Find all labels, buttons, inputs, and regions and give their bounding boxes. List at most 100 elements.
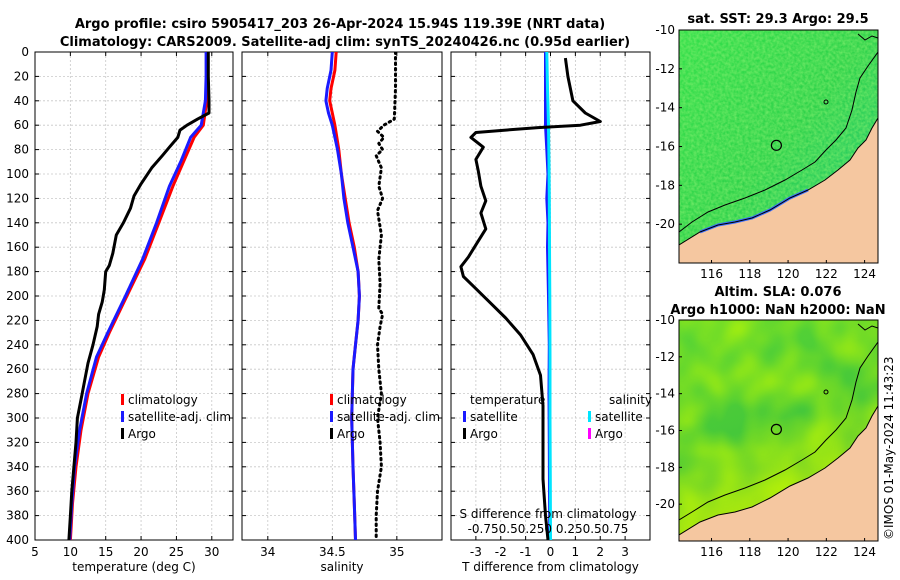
sst-coastline: [679, 117, 878, 246]
sst-map-axes: 116 118 120 122 124 -10 -12 -14 -16 -18 -20: [655, 23, 876, 281]
y-tick-label: 60: [14, 118, 29, 132]
x-tick-label: 10: [63, 545, 78, 559]
sla-land-mass: [679, 406, 878, 541]
legend-title-temperature: temperature: [470, 393, 545, 407]
y-tick-label: 340: [6, 460, 29, 474]
legend-label-climatology: climatology: [337, 393, 407, 407]
x-tick-label: 2: [596, 545, 604, 559]
y-tick-label: 200: [6, 289, 29, 303]
map-x-tick-label: 118: [738, 267, 761, 281]
map-y-tick-label: -18: [655, 460, 675, 474]
sla-map: Altim. SLA: 0.076 Argo h1000: NaN h2000:…: [655, 285, 885, 559]
x-tick-label: -2: [495, 545, 507, 559]
series-line-t-argo: [459, 57, 602, 540]
sst-island: [823, 99, 829, 105]
y-tick-label: 100: [6, 167, 29, 181]
x-tick-label: 34.5: [319, 545, 346, 559]
y-tick-label: 20: [14, 69, 29, 83]
figure-title-line1: Argo profile: csiro 5905417_203 26-Apr-2…: [75, 17, 605, 32]
sst-map-title: sat. SST: 29.3 Argo: 29.5: [687, 12, 868, 27]
legend-label-satellite: satellite-adj. clim: [128, 410, 231, 424]
legend-label-climatology: climatology: [128, 393, 198, 407]
map-x-tick-label: 116: [700, 545, 723, 559]
map-y-tick-label: -12: [655, 350, 675, 364]
map-y-tick-label: -18: [655, 178, 675, 192]
x-tick-label: 3: [621, 545, 629, 559]
map-y-tick-label: -16: [655, 424, 675, 438]
series-line-argo: [374, 52, 397, 540]
map-y-tick-label: -16: [655, 140, 675, 154]
x-axis-label: T difference from climatology: [461, 560, 639, 574]
y-tick-label: 220: [6, 313, 29, 327]
series-layer: [324, 52, 397, 540]
series-layer: [459, 52, 602, 540]
sla-map-title-line2: Argo h1000: NaN h2000: NaN: [670, 303, 885, 318]
legend-swatch-s-argo: [588, 428, 591, 439]
legend-swatch-argo: [330, 428, 333, 439]
x-tick-label: 30: [204, 545, 219, 559]
sla-island: [823, 389, 829, 395]
sla-map-axes: 116 118 120 122 124 -10 -12 -14 -16 -18 -20: [655, 313, 876, 559]
salinity-panel: 34 34.5 35 salinity: [241, 51, 443, 574]
x-tick-label: 1: [572, 545, 580, 559]
sst-profile-location-marker: [770, 139, 782, 151]
y-tick-label: 300: [6, 411, 29, 425]
map-x-tick-label: 118: [738, 545, 761, 559]
y-tick-label: 260: [6, 362, 29, 376]
y-tick-label: 360: [6, 484, 29, 498]
y-tick-label: 380: [6, 509, 29, 523]
difference-panel: -3 -2 -1 0 1 2 3T difference from climatology: [450, 51, 651, 574]
s-difference-axis-label: S difference from climatology: [460, 507, 637, 521]
legend-label-argo: Argo: [128, 427, 156, 441]
y-tick-label: 120: [6, 191, 29, 205]
series-line-satellite-adj-clim: [324, 52, 361, 540]
map-y-tick-label: -14: [655, 387, 675, 401]
sla-bathymetry-contour: [679, 341, 878, 521]
map-y-tick-label: -20: [655, 217, 675, 231]
legend-label-satellite: satellite-adj. clim: [337, 410, 440, 424]
legend-label-s-argo: Argo: [595, 427, 623, 441]
legend-swatch-climatology: [330, 394, 333, 405]
y-tick-label: 280: [6, 387, 29, 401]
legend-swatch-s-satellite: [588, 411, 591, 422]
legend-swatch-satellite: [330, 411, 333, 422]
sla-profile-location-marker: [770, 423, 782, 435]
y-tick-label: 80: [14, 143, 29, 157]
y-tick-label: 180: [6, 265, 29, 279]
y-tick-label: 140: [6, 216, 29, 230]
salinity-legend: climatology satellite-adj. clim Argo: [330, 393, 440, 441]
x-tick-label: 25: [169, 545, 184, 559]
legend-title-salinity: salinity: [609, 393, 652, 407]
legend-swatch-t-satellite: [463, 411, 466, 422]
legend-label-s-satellite: satellite: [595, 410, 643, 424]
map-y-tick-label: -14: [655, 101, 675, 115]
legend-label-t-satellite: satellite: [470, 410, 518, 424]
y-tick-label: 0: [21, 45, 29, 59]
legend-label-t-argo: Argo: [470, 427, 498, 441]
series-line-argo: [67, 52, 211, 540]
x-tick-label: 0: [547, 545, 555, 559]
series-layer: [67, 52, 211, 540]
x-tick-label: -1: [520, 545, 532, 559]
difference-legend: temperature satellite Argo salinity sate…: [460, 393, 653, 536]
legend-swatch-satellite: [121, 411, 124, 422]
map-x-tick-label: 116: [700, 267, 723, 281]
x-axis-label: temperature (deg C): [72, 560, 195, 574]
x-tick-label: 34: [260, 545, 275, 559]
s-difference-tick-labels: -0.750.50.250 0.250.50.75: [468, 522, 629, 536]
temperature-panel: 0 20 40 60 80 100 120 140 160 180 200 220 240 260 280 3…: [6, 45, 234, 574]
map-y-tick-label: -12: [655, 62, 675, 76]
legend-swatch-t-argo: [463, 428, 466, 439]
sst-north-coast: [857, 33, 878, 41]
copyright-stamp: ©IMOS 01-May-2024 11:43:23: [882, 356, 896, 540]
y-tick-label: 40: [14, 94, 29, 108]
x-axis-label: salinity: [320, 560, 363, 574]
x-tick-label: 35: [389, 545, 404, 559]
map-x-tick-label: 120: [777, 267, 800, 281]
sla-map-title-line1: Altim. SLA: 0.076: [715, 285, 842, 300]
map-y-tick-label: -10: [655, 313, 675, 327]
x-tick-label: 20: [133, 545, 148, 559]
map-x-tick-label: 122: [815, 545, 838, 559]
y-tick-label: 160: [6, 240, 29, 254]
